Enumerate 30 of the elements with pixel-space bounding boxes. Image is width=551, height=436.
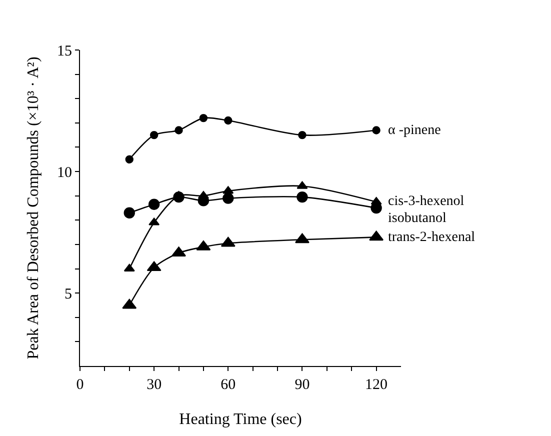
- series-label: trans-2-hexenal: [388, 230, 476, 245]
- x-tick-label: 60: [220, 377, 236, 393]
- point: [122, 298, 137, 309]
- point: [199, 114, 208, 122]
- point: [125, 155, 134, 164]
- point: [294, 233, 310, 244]
- y-axis-title: Peak Area of Desorbed Compounds (×10³ · A²): [25, 56, 42, 360]
- point: [372, 126, 380, 134]
- y-tick-label: 10: [57, 164, 72, 181]
- x-axis-title: Heating Time (sec): [179, 411, 302, 428]
- point: [148, 198, 160, 210]
- point: [369, 230, 384, 241]
- point: [298, 130, 306, 140]
- point: [222, 192, 234, 204]
- point: [174, 126, 183, 134]
- point: [146, 261, 162, 272]
- x-tick-label: 30: [146, 377, 162, 393]
- x-tick-label: 0: [76, 377, 84, 393]
- point: [220, 236, 236, 247]
- point: [150, 130, 158, 140]
- point: [224, 116, 232, 125]
- series-label: α -pinene: [388, 123, 441, 138]
- x-tick-label: 90: [294, 377, 310, 393]
- point: [296, 191, 308, 203]
- series-label: isobutanol: [388, 211, 446, 226]
- y-tick-label: 5: [64, 286, 72, 302]
- y-tick-label: 15: [57, 43, 72, 60]
- x-tick-label: 120: [365, 377, 388, 393]
- series-label: cis-3-hexenol: [388, 194, 464, 209]
- point: [124, 207, 135, 218]
